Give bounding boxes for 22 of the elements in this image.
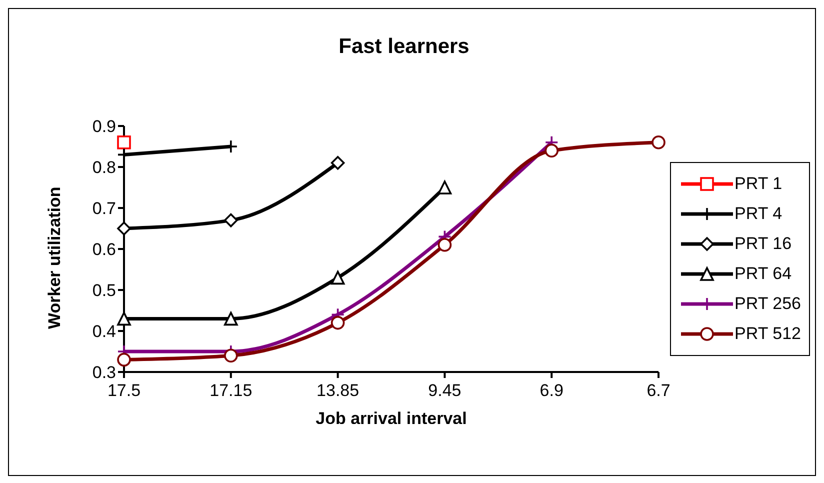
x-tick-label: 6.9 <box>540 381 564 400</box>
x-tick-label: 6.7 <box>646 381 670 400</box>
legend-label: PRT 4 <box>734 204 782 224</box>
legend-label: PRT 256 <box>734 294 801 314</box>
y-tick-label: 0.6 <box>92 240 116 260</box>
legend-label: PRT 512 <box>734 324 801 344</box>
x-tick-label: 17.15 <box>210 381 252 400</box>
x-tick-label: 9.45 <box>428 381 462 400</box>
legend-label: PRT 1 <box>734 174 782 194</box>
y-tick-label: 0.7 <box>92 199 116 218</box>
x-axis-title: Job arrival interval <box>316 409 467 428</box>
y-tick-label: 0.5 <box>92 281 116 300</box>
y-axis-title: Worker utilization <box>45 186 64 329</box>
y-tick-label: 0.4 <box>92 322 116 342</box>
x-tick-label: 13.85 <box>316 381 360 400</box>
y-tick-label: 0.9 <box>92 117 116 136</box>
y-tick-label: 0.8 <box>92 158 116 178</box>
x-tick-label: 17.5 <box>107 381 141 400</box>
y-tick-label: 0.3 <box>92 363 116 382</box>
chart-title: Fast learners <box>338 35 470 59</box>
legend-label: PRT 16 <box>734 234 792 254</box>
legend-label: PRT 64 <box>734 264 792 284</box>
